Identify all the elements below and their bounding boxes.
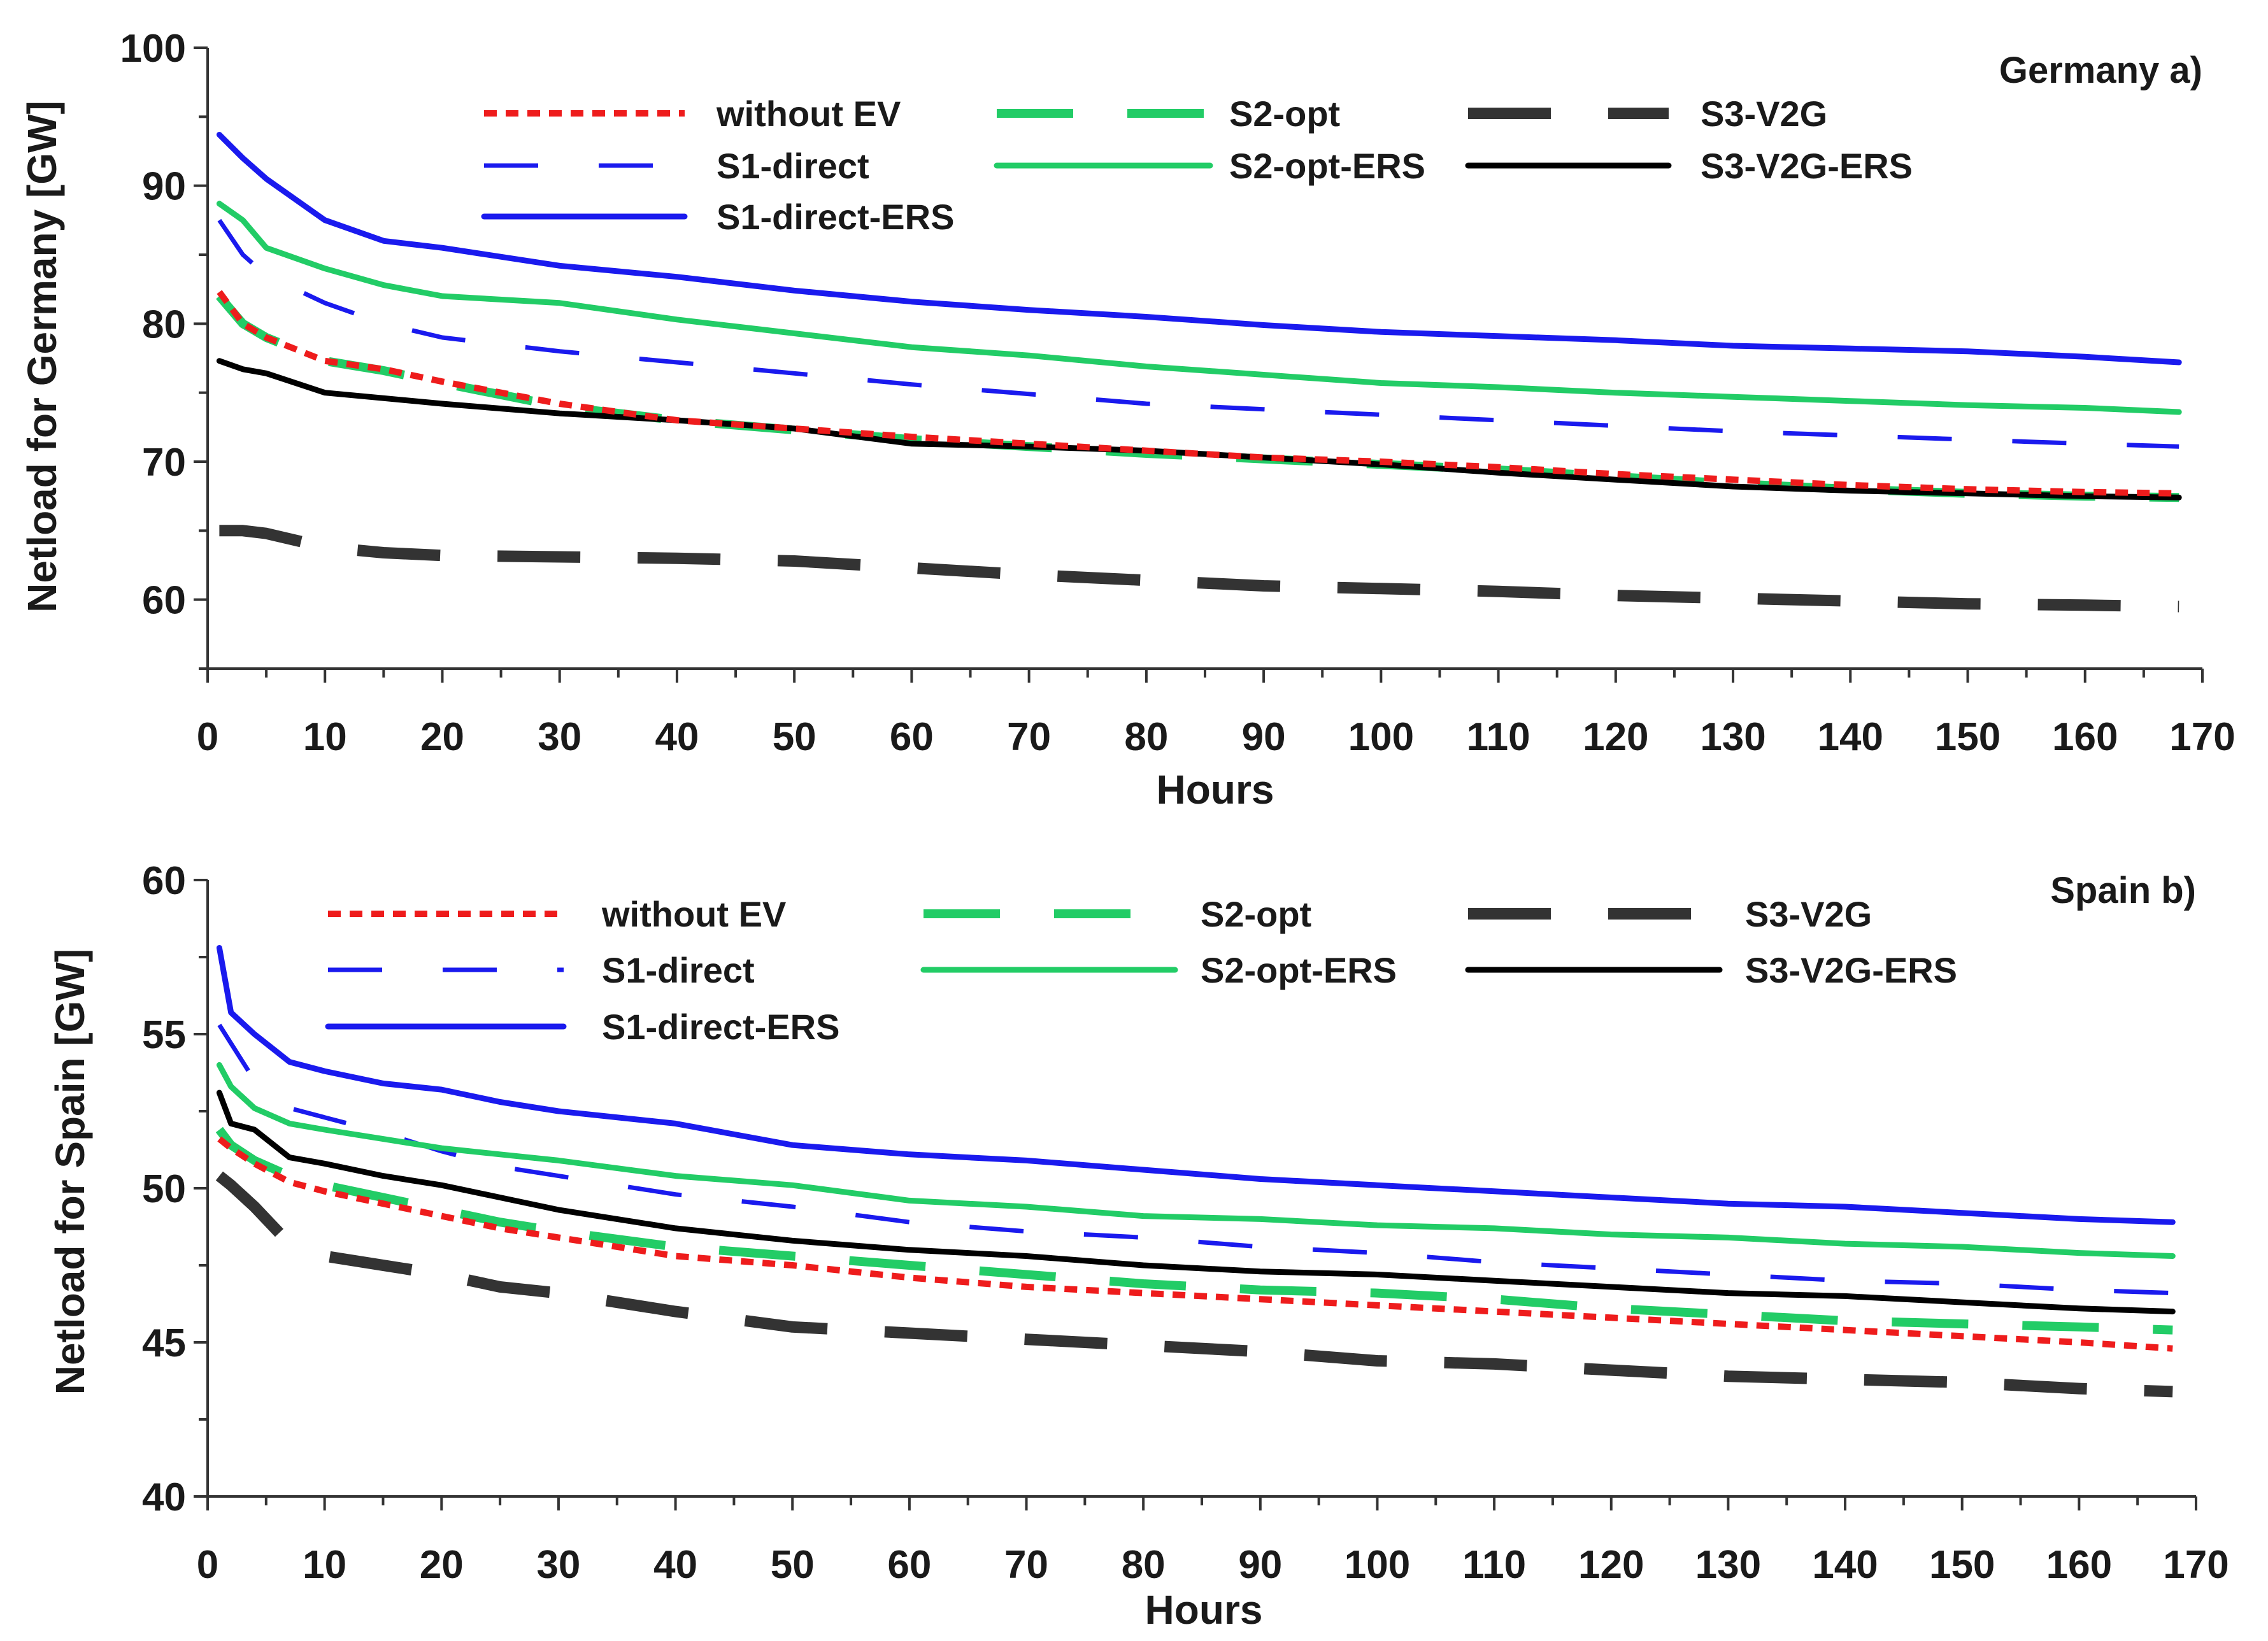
spain-x-tick-label: 20 (420, 1543, 464, 1587)
spain-series-line-s3-v2g (215, 1171, 2173, 1398)
germany-x-tick-label: 100 (1348, 715, 1414, 759)
germany-panel-title: Germany a) (1999, 50, 2202, 91)
spain-x-tick-label: 130 (1695, 1543, 1761, 1587)
germany-x-tick-label: 90 (1242, 715, 1286, 759)
germany-y-axis-label: Netload for Germany [GW] (19, 101, 65, 613)
germany-x-tick-label: 20 (420, 715, 464, 759)
spain-chart-panel: 40 45 50 55 60 0 10 20 30 40 50 60 70 80 90 100 110 120 13… (47, 859, 2229, 1633)
spain-x-tick-label: 80 (1122, 1543, 1166, 1587)
germany-x-tick-label: 150 (1935, 715, 2001, 759)
spain-legend-label-s2-opt-ers: S2-opt-ERS (1201, 950, 1397, 990)
germany-x-tick-label: 50 (773, 715, 817, 759)
spain-x-tick-label: 10 (303, 1543, 346, 1587)
spain-x-tick-label: 30 (536, 1543, 580, 1587)
spain-x-tick-label: 0 (197, 1543, 218, 1587)
spain-x-tick-label: 100 (1344, 1543, 1410, 1587)
spain-panel-title: Spain b) (2050, 870, 2196, 911)
spain-y-tick-label: 60 (142, 859, 186, 903)
spain-x-tick-label: 70 (1004, 1543, 1048, 1587)
spain-ticks: 40 45 50 55 60 0 10 20 30 40 50 60 70 80 90 100 110 120 13… (142, 859, 2229, 1587)
germany-legend-label-s1-direct: S1-direct (717, 146, 869, 186)
spain-x-tick-label: 90 (1238, 1543, 1282, 1587)
spain-y-tick-label: 55 (142, 1013, 186, 1057)
germany-x-tick-label: 0 (197, 715, 218, 759)
spain-series-line-s2-opt-ers (216, 1062, 2176, 1259)
spain-series-line-without-ev (217, 1136, 2173, 1352)
spain-legend-label-s1-direct: S1-direct (602, 950, 755, 990)
spain-x-tick-label: 170 (2163, 1543, 2229, 1587)
spain-y-axis-label: Netload for Spain [GW] (47, 949, 93, 1395)
germany-y-tick-label: 80 (142, 302, 186, 346)
germany-series-line-s1-direct (217, 218, 2179, 449)
germany-x-tick-label: 110 (1467, 715, 1530, 759)
spain-legend-label-s3-v2g-ers: S3-V2G-ERS (1745, 950, 1957, 990)
germany-y-tick-label: 60 (142, 579, 186, 623)
spain-y-tick-label: 40 (142, 1475, 186, 1519)
germany-x-tick-label: 170 (2169, 715, 2235, 759)
spain-x-tick-label: 140 (1812, 1543, 1878, 1587)
germany-y-tick-label: 100 (120, 27, 186, 71)
germany-x-tick-label: 70 (1007, 715, 1051, 759)
spain-x-tick-label: 60 (887, 1543, 931, 1587)
germany-legend-label-without-ev: without EV (716, 94, 901, 134)
germany-y-tick-label: 90 (142, 165, 186, 209)
germany-x-tick-label: 140 (1818, 715, 1883, 759)
spain-series-line-s3-v2g-ers (216, 1090, 2176, 1315)
spain-legend-label-s3-v2g: S3-V2G (1745, 894, 1872, 934)
germany-series-line-s3-v2g (219, 525, 2179, 613)
spain-legend: without EV S1-direct S1-direct-ERS S2-opt S2… (325, 894, 1957, 1047)
germany-series-line-s3-v2g-ers (216, 358, 2182, 501)
germany-legend-label-s2-opt-ers: S2-opt-ERS (1229, 146, 1425, 186)
spain-x-tick-label: 110 (1462, 1543, 1526, 1587)
germany-x-tick-label: 160 (2052, 715, 2118, 759)
germany-series-line-s2-opt-ers (216, 201, 2182, 415)
spain-series-line-s1-direct (217, 1023, 2173, 1296)
spain-legend-label-s2-opt: S2-opt (1201, 894, 1311, 934)
germany-y-tick-label: 70 (142, 441, 186, 485)
spain-x-tick-label: 160 (2046, 1543, 2112, 1587)
germany-x-tick-label: 60 (890, 715, 934, 759)
spain-x-tick-label: 120 (1578, 1543, 1644, 1587)
germany-legend-label-s2-opt: S2-opt (1229, 94, 1340, 134)
germany-x-tick-label: 30 (538, 715, 581, 759)
spain-legend-label-s1-direct-ers: S1-direct-ERS (602, 1007, 839, 1047)
germany-x-axis-label: Hours (1157, 767, 1274, 813)
germany-series-lines (216, 132, 2182, 613)
germany-x-tick-label: 40 (655, 715, 699, 759)
germany-legend-label-s1-direct-ers: S1-direct-ERS (717, 197, 954, 237)
spain-x-tick-label: 150 (1929, 1543, 1995, 1587)
spain-y-tick-label: 45 (142, 1321, 186, 1365)
spain-x-axis-label: Hours (1145, 1587, 1263, 1633)
germany-x-tick-label: 10 (303, 715, 347, 759)
germany-x-tick-label: 130 (1700, 715, 1765, 759)
spain-legend-label-without-ev: without EV (601, 894, 786, 934)
spain-y-tick-label: 50 (142, 1167, 186, 1211)
spain-series-line-s1-direct-ers (216, 945, 2176, 1225)
germany-legend-label-s3-v2g: S3-V2G (1701, 94, 1827, 134)
spain-series-lines (215, 945, 2176, 1398)
germany-chart-panel: 60 70 80 90 100 0 10 20 30 40 50 60 70 80 90 100 110 120 1… (19, 27, 2236, 813)
germany-x-tick-label: 80 (1124, 715, 1168, 759)
germany-series-line-s1-direct-ers (216, 132, 2182, 366)
germany-legend: without EV S1-direct S1-direct-ERS S2-opt S2… (481, 94, 1913, 237)
germany-ticks: 60 70 80 90 100 0 10 20 30 40 50 60 70 80 90 100 110 120 1… (120, 27, 2236, 759)
germany-legend-label-s3-v2g-ers: S3-V2G-ERS (1701, 146, 1913, 186)
spain-series-line-s2-opt (215, 1126, 2173, 1335)
spain-x-tick-label: 50 (771, 1543, 815, 1587)
spain-x-tick-label: 40 (653, 1543, 697, 1587)
germany-x-tick-label: 120 (1583, 715, 1648, 759)
